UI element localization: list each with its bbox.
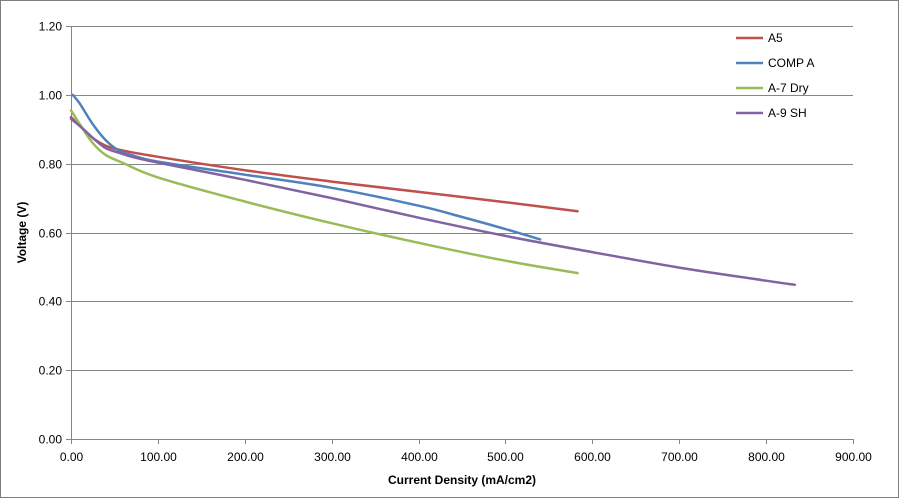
x-tick-label: 700.00 xyxy=(661,450,698,464)
x-tick-label: 300.00 xyxy=(314,450,351,464)
y-tick-label: 0.20 xyxy=(39,364,63,378)
series-line-a-9-sh xyxy=(69,117,797,287)
legend-label-a5: A5 xyxy=(768,31,783,45)
x-axis-tick-labels: 0.00 100.00 200.00 300.00 400.00 500.00 600.00… xyxy=(60,450,872,464)
x-axis-ticks xyxy=(71,439,854,444)
x-tick-label: 100.00 xyxy=(140,450,177,464)
x-tick-label: 900.00 xyxy=(835,450,872,464)
x-axis-title: Current Density (mA/cm2) xyxy=(388,473,536,487)
legend-label-a-7-dry: A-7 Dry xyxy=(768,81,809,95)
x-tick-label: 800.00 xyxy=(748,450,785,464)
legend: A5 COMP A A-7 Dry A-9 SH xyxy=(736,31,814,120)
y-axis-tick-labels: 0.00 0.20 0.40 0.60 0.80 1.00 1.20 xyxy=(39,20,63,447)
x-tick-label: 200.00 xyxy=(227,450,264,464)
gridlines xyxy=(71,26,853,371)
legend-label-comp-a: COMP A xyxy=(768,56,814,70)
series-line-comp-a xyxy=(71,93,542,241)
x-tick-label: 0.00 xyxy=(60,450,84,464)
y-axis-title: Voltage (V) xyxy=(15,202,29,264)
series-lines xyxy=(69,93,797,287)
x-tick-label: 400.00 xyxy=(401,450,438,464)
y-tick-label: 0.80 xyxy=(39,158,63,172)
y-axis-ticks xyxy=(66,26,71,440)
y-tick-label: 0.60 xyxy=(39,227,63,241)
legend-label-a-9-sh: A-9 SH xyxy=(768,106,807,120)
y-tick-label: 0.40 xyxy=(39,295,63,309)
x-tick-label: 500.00 xyxy=(487,450,524,464)
x-tick-label: 600.00 xyxy=(574,450,611,464)
y-tick-label: 1.20 xyxy=(39,20,63,34)
y-tick-label: 1.00 xyxy=(39,89,63,103)
y-tick-label: 0.00 xyxy=(39,433,63,447)
series-line-a-7-dry xyxy=(69,109,579,275)
